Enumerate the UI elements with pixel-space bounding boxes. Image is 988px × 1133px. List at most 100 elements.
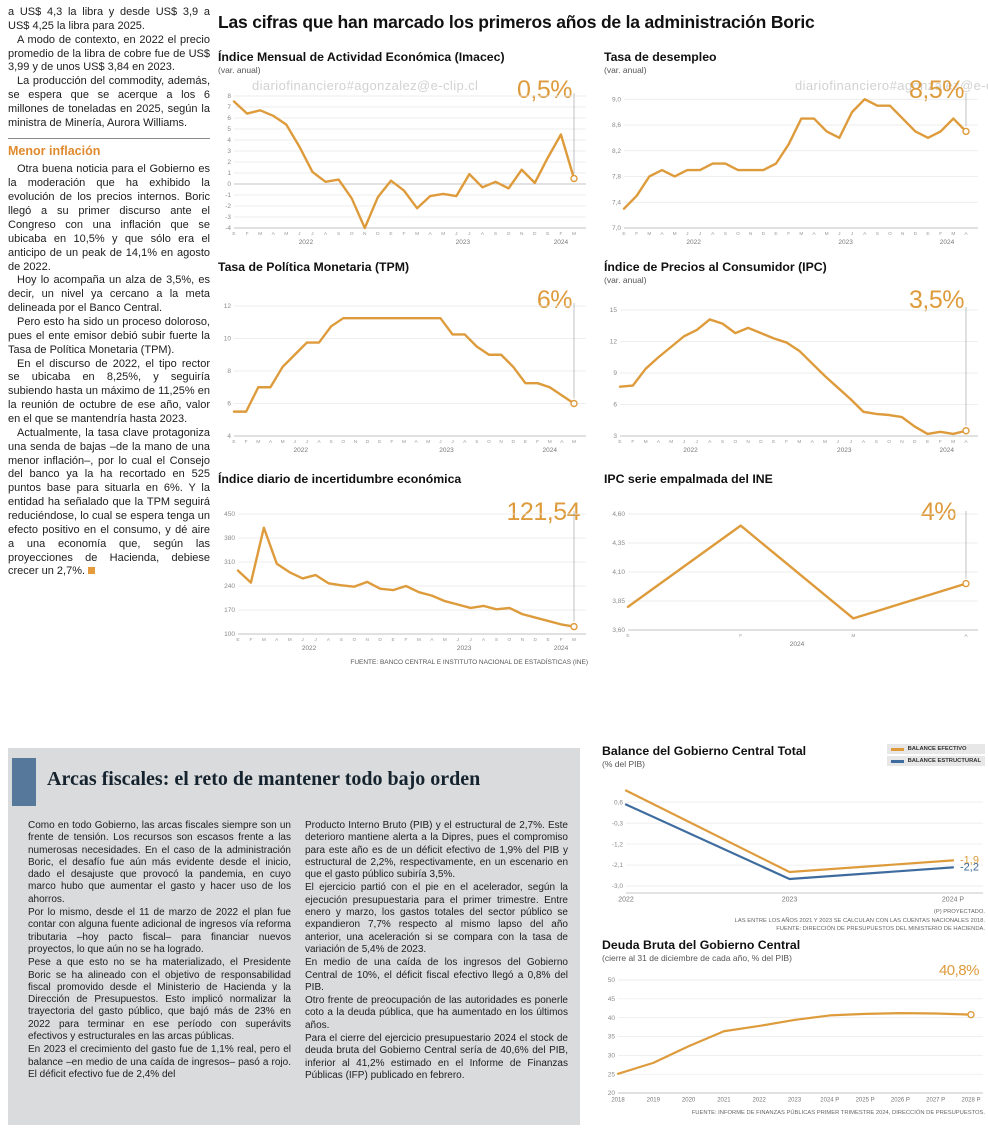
svg-text:2024: 2024 (940, 239, 955, 246)
article-left-column: a US$ 4,3 la libra y desde US$ 3,9 a US$… (8, 6, 210, 579)
fiscal-paragraph: El ejercicio partió con el pie en el ace… (305, 882, 568, 955)
svg-text:M: M (256, 439, 260, 445)
legend-item-estructural: BALANCE ESTRUCTURAL (886, 756, 985, 766)
svg-text:N: N (746, 439, 750, 445)
svg-text:E: E (389, 231, 392, 237)
svg-text:J: J (837, 439, 840, 445)
svg-text:J: J (451, 439, 454, 445)
chart-title: Balance del Gobierno Central Total (602, 744, 807, 758)
fiscal-section: Arcas fiscales: el reto de mantener todo… (8, 748, 580, 1125)
svg-text:M: M (572, 637, 576, 643)
chart-title: Índice de Precios al Consumidor (IPC) (604, 260, 827, 274)
svg-text:E: E (772, 439, 775, 445)
svg-text:D: D (913, 439, 917, 445)
svg-text:J: J (294, 439, 297, 445)
svg-text:25: 25 (608, 1071, 616, 1078)
svg-text:F: F (403, 231, 406, 237)
svg-text:2022: 2022 (299, 239, 314, 246)
svg-text:0: 0 (227, 181, 231, 188)
svg-text:5: 5 (227, 126, 231, 133)
svg-text:9: 9 (613, 370, 617, 377)
svg-text:O: O (341, 439, 345, 445)
highlight-value: 0,5% (517, 76, 572, 104)
svg-text:1: 1 (227, 170, 231, 177)
fiscal-column-2: Producto Interno Bruto (PIB) y el estruc… (305, 820, 568, 1117)
chart-subtitle: (% del PIB) (602, 759, 645, 769)
chart-tpm: Tasa de Política Monetaria (TPM) 6% 12 10… (218, 260, 588, 456)
fiscal-paragraph: En 2023 el crecimiento del gasto fue de … (28, 1044, 291, 1080)
svg-text:A: A (708, 439, 712, 445)
accent-bar (12, 758, 36, 806)
svg-text:2025 P: 2025 P (856, 1098, 875, 1104)
svg-text:J: J (838, 231, 841, 237)
chart-ipc-empalmada: IPC serie empalmada del INE 4% 4,60 4,35 4… (604, 472, 980, 650)
svg-text:M: M (284, 231, 288, 237)
svg-text:O: O (507, 231, 511, 237)
svg-text:M: M (258, 231, 262, 237)
svg-text:E: E (391, 637, 394, 643)
fiscal-paragraph: En medio de una caída de los ingresos de… (305, 957, 568, 993)
source-line: FUENTE: DIRECCIÓN DE PRESUPUESTOS DEL MI… (776, 926, 985, 933)
svg-text:7,0: 7,0 (612, 225, 621, 232)
svg-text:2023: 2023 (837, 447, 852, 454)
svg-text:20: 20 (608, 1090, 616, 1097)
svg-text:2023: 2023 (456, 239, 471, 246)
svg-text:M: M (426, 439, 430, 445)
svg-text:E: E (626, 633, 629, 639)
svg-text:N: N (900, 439, 904, 445)
svg-text:M: M (673, 231, 677, 237)
svg-text:E: E (618, 439, 621, 445)
chart-title: Tasa de Política Monetaria (TPM) (218, 260, 410, 274)
svg-text:A: A (324, 231, 328, 237)
svg-text:7,4: 7,4 (612, 199, 621, 206)
svg-text:O: O (487, 439, 491, 445)
svg-text:F: F (787, 231, 790, 237)
svg-text:A: A (711, 231, 715, 237)
chart-title: IPC serie empalmada del INE (604, 472, 773, 486)
svg-text:F: F (405, 637, 408, 643)
svg-text:30: 30 (608, 1053, 616, 1060)
svg-text:A: A (812, 231, 816, 237)
legend-label: BALANCE EFECTIVO (907, 746, 967, 752)
fiscal-paragraph: Pese a que esto no se ha materializado, … (28, 957, 291, 1043)
svg-text:-2,1: -2,1 (612, 862, 624, 869)
svg-text:A: A (430, 637, 434, 643)
svg-text:-1: -1 (225, 192, 231, 199)
svg-text:A: A (429, 231, 433, 237)
chart-title: Índice diario de incertidumbre económica (218, 472, 462, 486)
svg-text:2024: 2024 (554, 239, 569, 246)
chart-desempleo: Tasa de desempleo (var. anual) 8,5% 9,0 8… (604, 50, 980, 248)
svg-text:S: S (337, 231, 340, 237)
svg-text:A: A (863, 231, 867, 237)
svg-text:J: J (849, 439, 852, 445)
svg-text:J: J (696, 439, 699, 445)
svg-text:M: M (548, 439, 552, 445)
svg-text:J: J (456, 637, 459, 643)
article-paragraph: La producción del commodity, además, se … (8, 75, 210, 129)
svg-text:A: A (811, 439, 815, 445)
svg-text:50: 50 (608, 977, 616, 984)
svg-text:A: A (272, 231, 276, 237)
chart-deuda: Deuda Bruta del Gobierno Central (cierre… (602, 938, 985, 1106)
svg-text:15: 15 (610, 307, 618, 314)
svg-text:-3,0: -3,0 (612, 883, 624, 890)
svg-text:A: A (327, 637, 331, 643)
svg-text:E: E (926, 231, 929, 237)
svg-text:M: M (572, 439, 576, 445)
svg-text:4: 4 (227, 433, 231, 440)
highlight-value: 6% (536, 286, 573, 314)
chart-ipc: Índice de Precios al Consumidor (IPC) (v… (604, 260, 980, 456)
svg-text:S: S (724, 231, 727, 237)
svg-text:45: 45 (608, 996, 616, 1003)
svg-text:10: 10 (224, 336, 232, 343)
svg-text:F: F (390, 439, 393, 445)
legend-label: BALANCE ESTRUCTURAL (907, 758, 981, 764)
svg-text:M: M (851, 633, 855, 639)
svg-text:-2,2: -2,2 (960, 861, 979, 873)
svg-text:2022: 2022 (683, 447, 698, 454)
source-note: FUENTE: BANCO CENTRAL E INSTITUTO NACION… (350, 659, 588, 666)
section-subhead: Menor inflación (8, 137, 210, 160)
svg-text:S: S (876, 231, 879, 237)
svg-text:2019: 2019 (647, 1098, 661, 1104)
